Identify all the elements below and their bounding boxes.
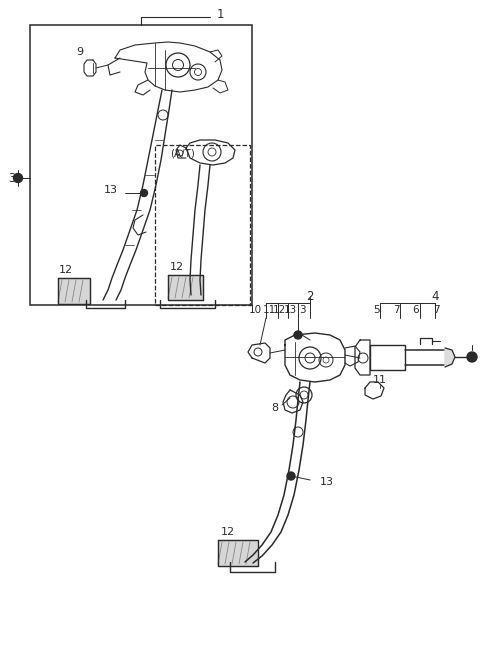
Polygon shape (445, 348, 455, 367)
Text: 12: 12 (272, 305, 286, 315)
Text: 8: 8 (271, 403, 278, 413)
Text: 7: 7 (432, 305, 439, 315)
Polygon shape (58, 278, 90, 304)
Circle shape (141, 190, 147, 197)
Text: 3: 3 (299, 305, 305, 315)
Text: (A/T): (A/T) (170, 148, 195, 158)
Text: 12: 12 (170, 262, 184, 272)
Text: 13: 13 (320, 477, 334, 487)
Circle shape (13, 173, 23, 182)
Text: 11: 11 (373, 375, 387, 385)
Bar (155, 145, 250, 305)
Text: 2: 2 (306, 289, 314, 302)
Text: 12: 12 (59, 265, 73, 275)
Text: 9: 9 (76, 47, 84, 57)
Circle shape (287, 472, 295, 480)
Text: 1: 1 (216, 7, 224, 20)
Polygon shape (218, 540, 258, 566)
Text: 13: 13 (283, 305, 297, 315)
Text: 3: 3 (8, 171, 16, 184)
Text: 4: 4 (431, 289, 439, 302)
Text: 11: 11 (263, 305, 276, 315)
Circle shape (294, 331, 302, 339)
Text: 5: 5 (372, 305, 379, 315)
Text: 13: 13 (104, 185, 118, 195)
Text: 7: 7 (393, 305, 399, 315)
Bar (30, 25, 252, 305)
Text: 12: 12 (221, 527, 235, 537)
Text: 6: 6 (413, 305, 420, 315)
Circle shape (467, 352, 477, 362)
Polygon shape (168, 275, 203, 300)
Text: 10: 10 (249, 305, 262, 315)
